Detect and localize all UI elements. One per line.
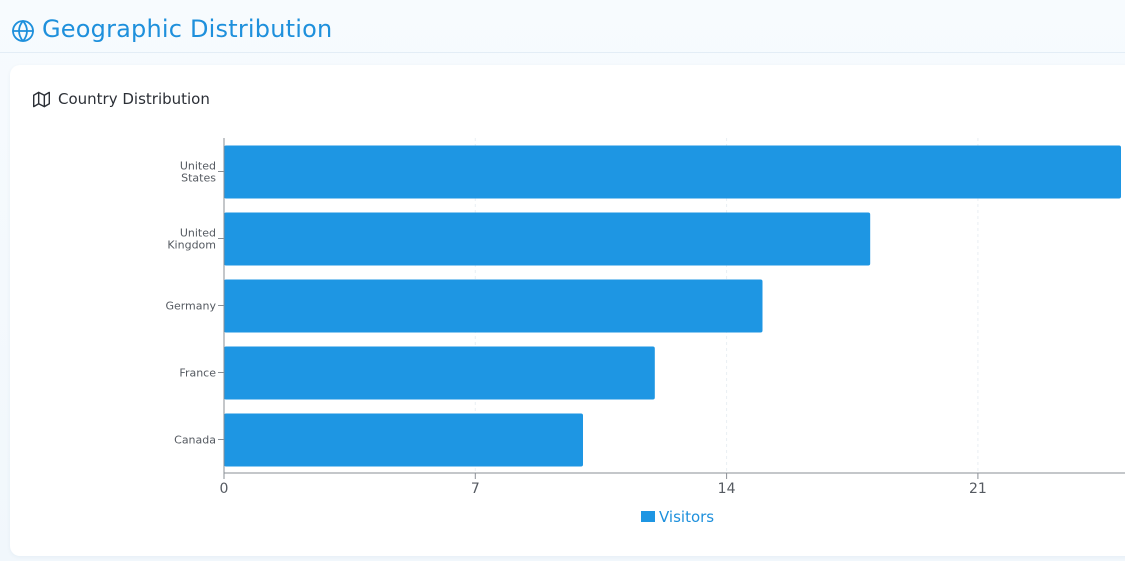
map-icon bbox=[33, 91, 50, 108]
bar-canada bbox=[224, 413, 583, 467]
x-tick-label: 7 bbox=[471, 481, 480, 497]
y-tick-label: Canada bbox=[174, 434, 216, 447]
bar-united-states bbox=[224, 145, 1121, 199]
y-tick-label: Germany bbox=[165, 300, 216, 313]
page-title: Geographic Distribution bbox=[42, 15, 333, 43]
bar-france bbox=[224, 346, 655, 400]
y-tick-label: France bbox=[179, 367, 216, 380]
x-tick-label: 14 bbox=[718, 481, 736, 497]
x-tick-label: 21 bbox=[969, 481, 987, 497]
x-tick-label: 0 bbox=[220, 481, 229, 497]
card-title: Country Distribution bbox=[58, 90, 210, 108]
globe-icon bbox=[12, 20, 34, 42]
page-header: Geographic Distribution bbox=[0, 0, 1125, 53]
bar-united-kingdom bbox=[224, 212, 871, 266]
y-tick-label: United Kingdom bbox=[167, 227, 216, 252]
legend-label: Visitors bbox=[659, 508, 714, 526]
y-tick-label: United States bbox=[180, 160, 216, 185]
legend-swatch bbox=[641, 511, 655, 522]
bar-germany bbox=[224, 279, 763, 333]
